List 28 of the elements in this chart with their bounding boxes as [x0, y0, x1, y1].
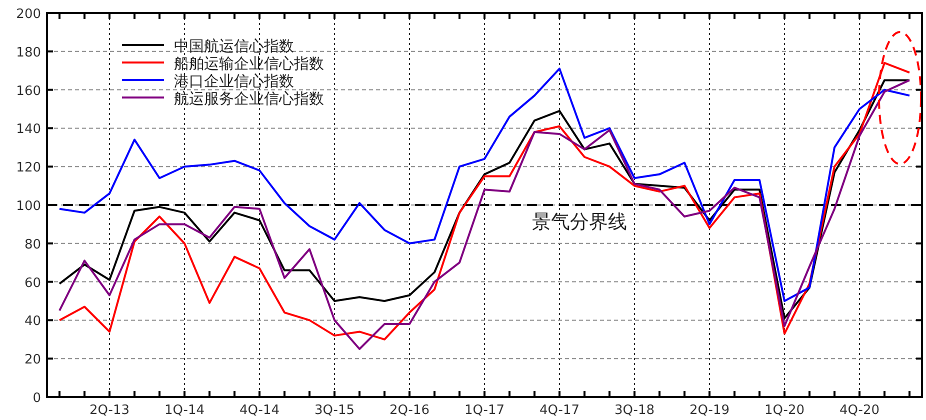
ref-line-label: 景气分界线 — [532, 211, 627, 233]
y-tick-label: 80 — [24, 237, 41, 252]
y-tick-label: 120 — [16, 160, 41, 176]
x-tick-label: 1Q-20 — [764, 403, 805, 418]
x-tick-label: 4Q-14 — [239, 403, 280, 418]
y-tick-label: 40 — [24, 314, 41, 330]
y-tick-label: 180 — [16, 45, 41, 60]
ref-line: 景气分界线 — [47, 204, 922, 233]
x-tick-label: 3Q-15 — [314, 403, 355, 418]
x-tick-label: 1Q-17 — [464, 403, 505, 418]
y-tick-label: 20 — [24, 352, 41, 368]
x-tick-label: 2Q-13 — [89, 403, 130, 418]
x-tick-label: 1Q-14 — [164, 403, 205, 418]
legend-label: 船舶运输企业信心指数 — [174, 54, 324, 72]
y-tick-label: 200 — [16, 7, 41, 22]
y-tick-label: 160 — [16, 84, 41, 99]
y-tick-label: 140 — [16, 122, 41, 138]
legend-label: 港口企业信心指数 — [174, 72, 294, 90]
x-tick-label: 4Q-20 — [839, 403, 880, 418]
x-tick-label: 2Q-16 — [389, 403, 430, 418]
legend-label: 航运服务企业信心指数 — [174, 90, 324, 108]
y-tick-label: 60 — [24, 276, 41, 291]
x-tick-label: 4Q-17 — [539, 403, 580, 418]
x-tick-label: 3Q-18 — [614, 403, 655, 418]
legend-label: 中国航运信心指数 — [174, 37, 294, 55]
x-tick-label: 2Q-19 — [689, 403, 730, 418]
y-tick-label: 100 — [16, 199, 41, 214]
y-tick-label: 0 — [32, 391, 41, 406]
